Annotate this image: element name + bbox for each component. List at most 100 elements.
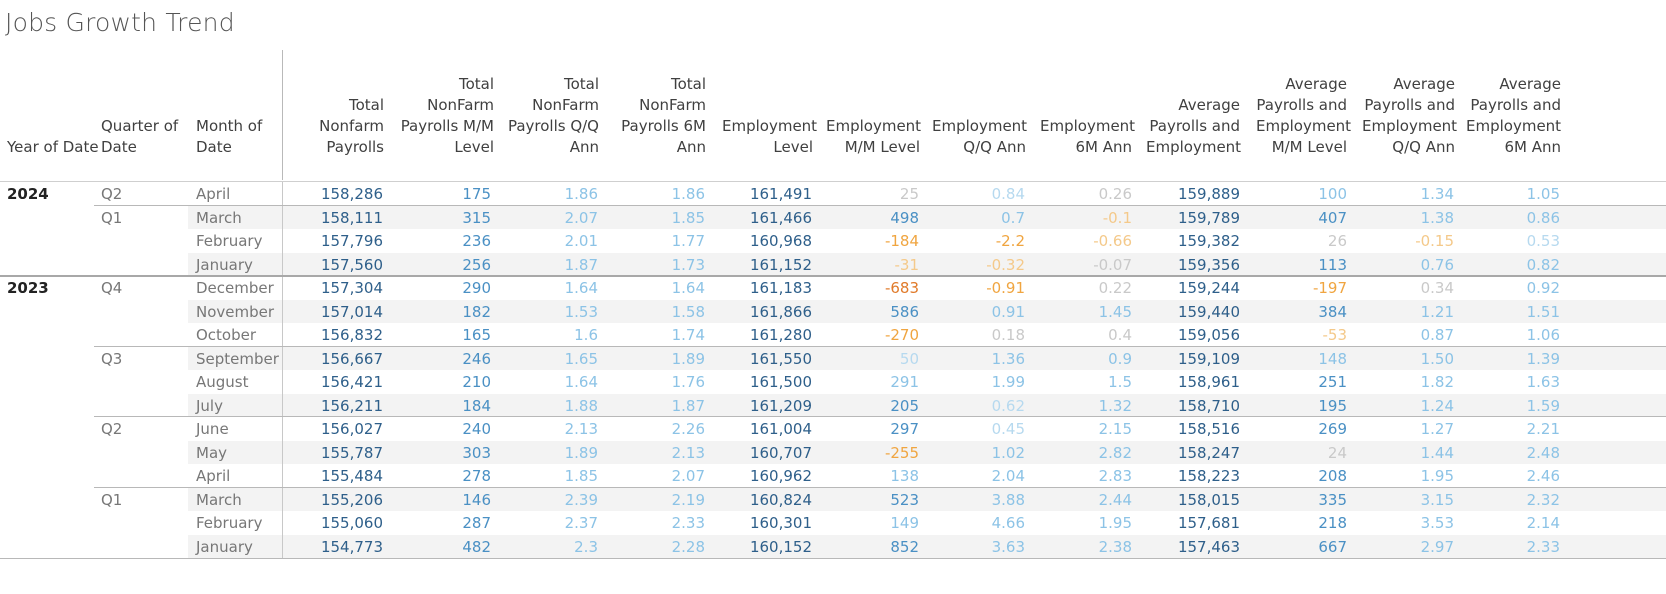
value-cell: 208: [1318, 467, 1347, 485]
column-header[interactable]: Total Nonfarm Payrolls: [319, 96, 384, 156]
value-cell: 182: [462, 302, 491, 321]
value-cell: 1.77: [671, 232, 705, 250]
value-cell: 246: [462, 349, 491, 368]
value-cell: 1.76: [671, 373, 705, 391]
value-cell: 0.9: [1108, 349, 1132, 368]
value-cell: 157,560: [320, 255, 383, 274]
column-header[interactable]: Total NonFarm Payrolls Q/Q Ann: [507, 75, 599, 156]
month-label: February: [196, 514, 263, 532]
value-cell: 1.64: [671, 279, 705, 297]
column-header[interactable]: Employment Q/Q Ann: [932, 117, 1028, 156]
column-header[interactable]: Total NonFarm Payrolls M/M Level: [400, 75, 494, 156]
table-row: May 155,787 303 1.89 2.13 160,707 -255 1.02 2.82…: [0, 440, 1666, 464]
value-cell: 384: [1318, 302, 1347, 321]
column-header[interactable]: Average Payrolls and Employment M/M Leve…: [1256, 75, 1352, 156]
value-cell: 1.86: [671, 185, 705, 203]
value-cell: 2.19: [671, 490, 705, 509]
table-row: January 157,560 256 1.87 1.73 161,152 -31 -0.32…: [0, 252, 1666, 276]
value-cell: 0.76: [1420, 255, 1454, 274]
value-cell: 158,286: [320, 185, 383, 203]
value-cell: 156,211: [320, 396, 383, 415]
value-cell: -53: [1322, 326, 1348, 344]
value-cell: 251: [1318, 373, 1347, 391]
table-row: February 157,796 236 2.01 1.77 160,968 -184 -2.…: [0, 229, 1666, 253]
value-cell: 1.45: [1098, 302, 1132, 321]
quarter-label: Q1: [101, 490, 123, 509]
value-cell: 0.87: [1420, 326, 1454, 344]
value-cell: 159,109: [1177, 349, 1240, 368]
value-cell: 138: [890, 467, 919, 485]
value-cell: 0.84: [991, 185, 1025, 203]
value-cell: 156,027: [320, 420, 383, 438]
quarter-separator: [94, 345, 1666, 347]
value-cell: 2.33: [1526, 537, 1560, 556]
value-cell: 157,304: [320, 279, 383, 297]
month-label: February: [196, 232, 263, 250]
year-label: 2024: [7, 185, 49, 203]
value-cell: 0.7: [1001, 208, 1025, 227]
value-cell: 1.5: [1108, 373, 1132, 391]
quarter-label: Q1: [101, 208, 123, 227]
column-header[interactable]: Average Payrolls and Employment 6M Ann: [1466, 75, 1562, 156]
value-cell: 157,014: [320, 302, 383, 321]
value-cell: 2.82: [1098, 443, 1132, 462]
table-bottom-rule: [0, 558, 1666, 559]
table-row: Q1 March 155,206 146 2.39 2.19 160,824 523 3.88 2…: [0, 487, 1666, 511]
row-band: [188, 346, 1666, 370]
value-cell: 297: [890, 420, 919, 438]
month-label: June: [196, 420, 229, 438]
value-cell: -197: [1312, 279, 1347, 297]
column-header[interactable]: Year of Date: [7, 138, 99, 156]
value-cell: 0.34: [1420, 279, 1454, 297]
value-cell: 1.95: [1098, 514, 1132, 532]
value-cell: 148: [1318, 349, 1347, 368]
value-cell: -184: [884, 232, 919, 250]
value-cell: 240: [462, 420, 491, 438]
value-cell: -270: [884, 326, 919, 344]
month-label: October: [196, 326, 257, 344]
value-cell: 236: [462, 232, 491, 250]
column-header[interactable]: Total NonFarm Payrolls 6M Ann: [621, 75, 706, 156]
value-cell: 2.21: [1526, 420, 1560, 438]
value-cell: 50: [899, 349, 919, 368]
column-header[interactable]: Employment Level: [722, 117, 818, 156]
row-band: [188, 487, 1666, 511]
value-cell: 161,466: [749, 208, 812, 227]
value-cell: 205: [890, 396, 919, 415]
value-cell: 160,824: [749, 490, 812, 509]
month-label: March: [196, 208, 242, 227]
value-cell: 26: [1327, 232, 1347, 250]
value-cell: 1.74: [671, 326, 705, 344]
value-cell: 2.38: [1098, 537, 1132, 556]
column-header[interactable]: Month of Date: [196, 117, 263, 156]
value-cell: 156,421: [320, 373, 383, 391]
value-cell: 2.83: [1098, 467, 1132, 485]
table-header: Year of Date Quarter of Date Month of Date…: [0, 50, 1666, 181]
value-cell: 303: [462, 443, 491, 462]
value-cell: 2.13: [671, 443, 705, 462]
value-cell: 146: [462, 490, 491, 509]
column-header[interactable]: Average Payrolls and Employment Q/Q Ann: [1362, 75, 1458, 156]
value-cell: 154,773: [320, 537, 383, 556]
value-cell: 1.6: [574, 326, 598, 344]
column-header[interactable]: Quarter of Date: [101, 117, 179, 156]
value-cell: 0.53: [1526, 232, 1560, 250]
value-cell: 158,111: [320, 208, 383, 227]
value-cell: 160,707: [749, 443, 812, 462]
value-cell: 407: [1318, 208, 1347, 227]
value-cell: 1.86: [564, 185, 598, 203]
column-header[interactable]: Employment 6M Ann: [1040, 117, 1136, 156]
quarter-label: Q3: [101, 349, 123, 368]
value-cell: 161,183: [749, 279, 812, 297]
column-header[interactable]: Employment M/M Level: [826, 117, 922, 156]
value-cell: 1.87: [564, 255, 598, 274]
value-cell: 1.82: [1420, 373, 1454, 391]
value-cell: 100: [1318, 185, 1347, 203]
value-cell: -31: [894, 255, 920, 274]
value-cell: 161,550: [749, 349, 812, 368]
value-cell: 2.14: [1526, 514, 1560, 532]
value-cell: 0.45: [991, 420, 1025, 438]
value-cell: 158,223: [1177, 467, 1240, 485]
column-header[interactable]: Average Payrolls and Employment: [1146, 96, 1242, 156]
value-cell: -0.66: [1093, 232, 1132, 250]
